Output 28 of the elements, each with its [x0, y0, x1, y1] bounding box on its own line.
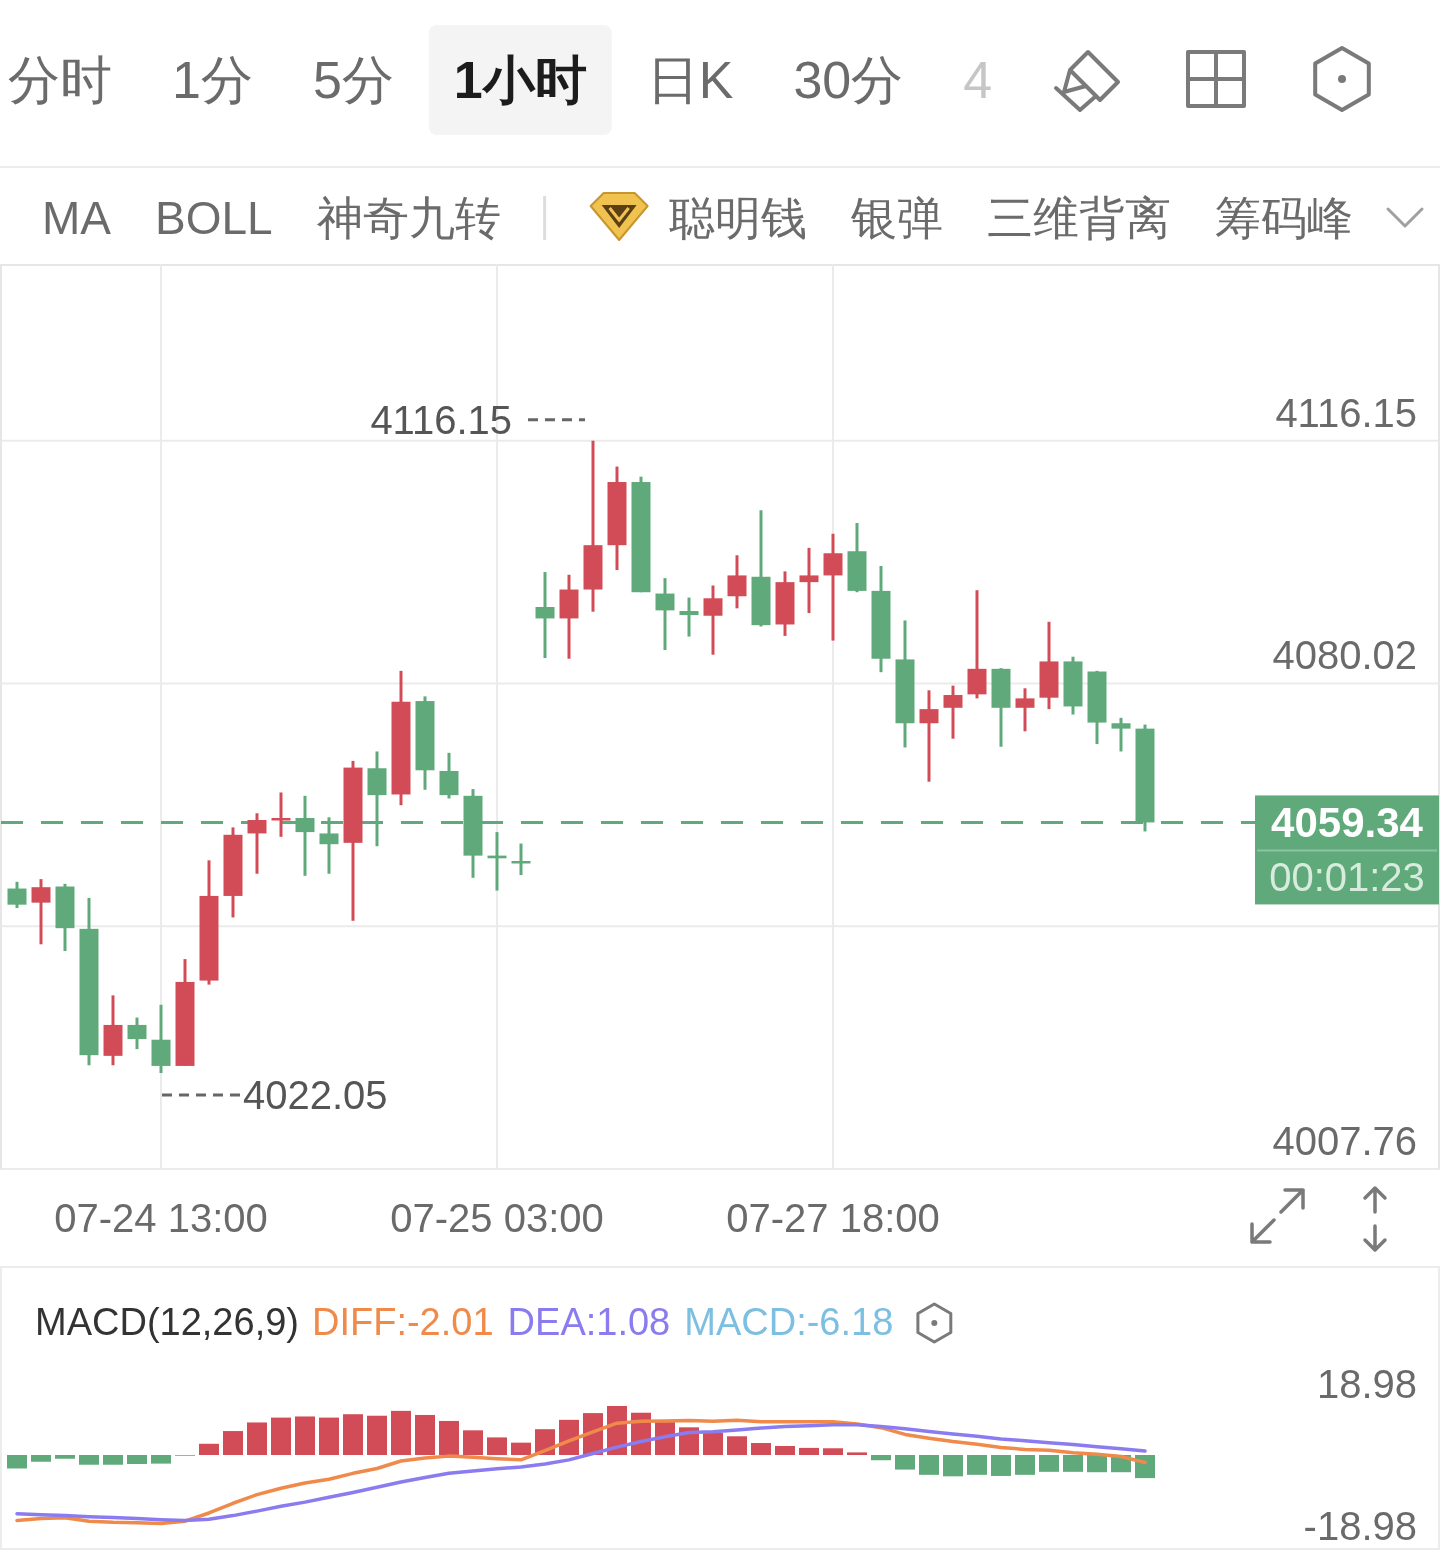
text: 银弹	[849, 192, 943, 244]
text: 4	[963, 51, 993, 109]
text: MACD:-6.18	[684, 1301, 894, 1343]
text: 聪明钱	[668, 192, 807, 244]
text: 1小时	[453, 51, 587, 109]
x-tick-label: 07-25 03:00	[390, 1196, 604, 1240]
chart-title: MACD(12,26,9)	[35, 1301, 299, 1343]
text: 神奇九转	[316, 192, 501, 244]
text: BOLL	[155, 192, 273, 244]
y-tick-label: 4116.15	[1275, 390, 1417, 435]
x-tick-label: 07-24 13:00	[54, 1196, 268, 1240]
annotation: 4022.05	[243, 1072, 388, 1117]
text: 日K	[646, 51, 734, 109]
annotation: 4116.15	[370, 397, 512, 442]
ref-line-label: 4059.34	[1271, 799, 1424, 847]
legend: DIFF:-2.01 DEA:1.08	[312, 1301, 671, 1343]
text: 三维背离	[986, 192, 1171, 244]
y-tick-label: 18.98	[1316, 1362, 1417, 1406]
text: 30分	[793, 51, 904, 109]
x-tick-label: 07-27 18:00	[726, 1196, 940, 1240]
text: 筹码峰	[1214, 192, 1353, 244]
y-tick-label: 4007.76	[1272, 1119, 1417, 1163]
y-tick-label: -18.98	[1303, 1504, 1417, 1548]
text: 5分	[312, 51, 394, 109]
text: 分时	[8, 51, 112, 109]
text: 1分	[172, 51, 253, 109]
text: MA	[42, 192, 112, 244]
y-tick-label: 4080.02	[1272, 633, 1417, 678]
